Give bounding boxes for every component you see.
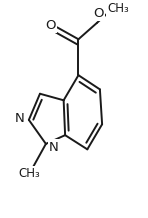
Text: N: N xyxy=(15,112,25,125)
Text: N: N xyxy=(49,141,59,154)
Text: O: O xyxy=(45,19,56,32)
Text: CH₃: CH₃ xyxy=(19,167,40,180)
Text: CH₃: CH₃ xyxy=(108,2,129,15)
Text: O: O xyxy=(93,7,104,20)
